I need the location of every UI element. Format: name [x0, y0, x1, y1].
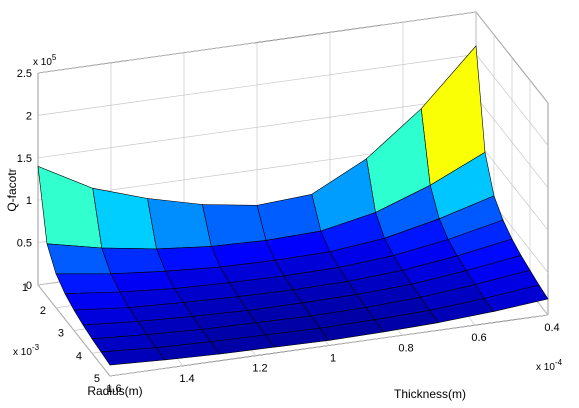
surface-patch [92, 187, 157, 250]
thickness-tick-label: 1.4 [179, 373, 194, 385]
z-tick-label: 1.5 [17, 153, 32, 165]
surface-patch [201, 204, 267, 247]
radius-tick-label: 1 [22, 282, 28, 294]
thickness-axis-label: Thickness(m) [394, 387, 466, 401]
surface-patch [55, 273, 121, 295]
z-tick-label: 2.5 [17, 68, 32, 80]
thickness-tick-label: 0.6 [471, 332, 486, 344]
z-tick-label: 0.5 [17, 238, 32, 250]
surface-patch [101, 247, 166, 275]
surface-patch [64, 291, 130, 311]
thickness-exponent-power: -4 [555, 358, 563, 367]
z-exponent-power: 5 [52, 53, 57, 62]
thickness-tick-label: 1 [330, 353, 336, 365]
surface [37, 45, 549, 366]
z-tick-label: 0 [26, 280, 32, 292]
thickness-tick-label: 1.2 [252, 363, 267, 375]
thickness-exponent: x 10-4 [536, 358, 563, 373]
z-tick-label: 1 [26, 195, 32, 207]
z-exponent: x 105 [33, 53, 57, 68]
radius-exponent-power: -3 [32, 343, 40, 352]
thickness-tick-label: 0.8 [398, 342, 413, 354]
z-exponent-base: x 10 [33, 57, 52, 68]
thickness-tick-label: 1.6 [106, 383, 121, 395]
z-axis-label: Q-facotr [5, 168, 19, 211]
radius-tick-label: 4 [76, 350, 82, 362]
radius-exponent-base: x 10 [13, 347, 32, 358]
radius-tick-label: 3 [58, 328, 64, 340]
surface-patch [37, 165, 103, 249]
grid-line [37, 284, 111, 377]
thickness-exponent-base: x 10 [536, 362, 555, 373]
surface-patch [147, 198, 212, 250]
radius-tick-label: 2 [40, 305, 46, 317]
radius-axis-label: Radius(m) [87, 384, 142, 398]
radius-exponent: x 10-3 [13, 343, 40, 358]
radius-tick-label: 5 [94, 373, 100, 385]
surface-patch [46, 243, 112, 275]
z-tick-label: 2 [26, 110, 32, 122]
surface-patch [100, 347, 166, 366]
thickness-tick-label: 0.4 [544, 322, 559, 334]
